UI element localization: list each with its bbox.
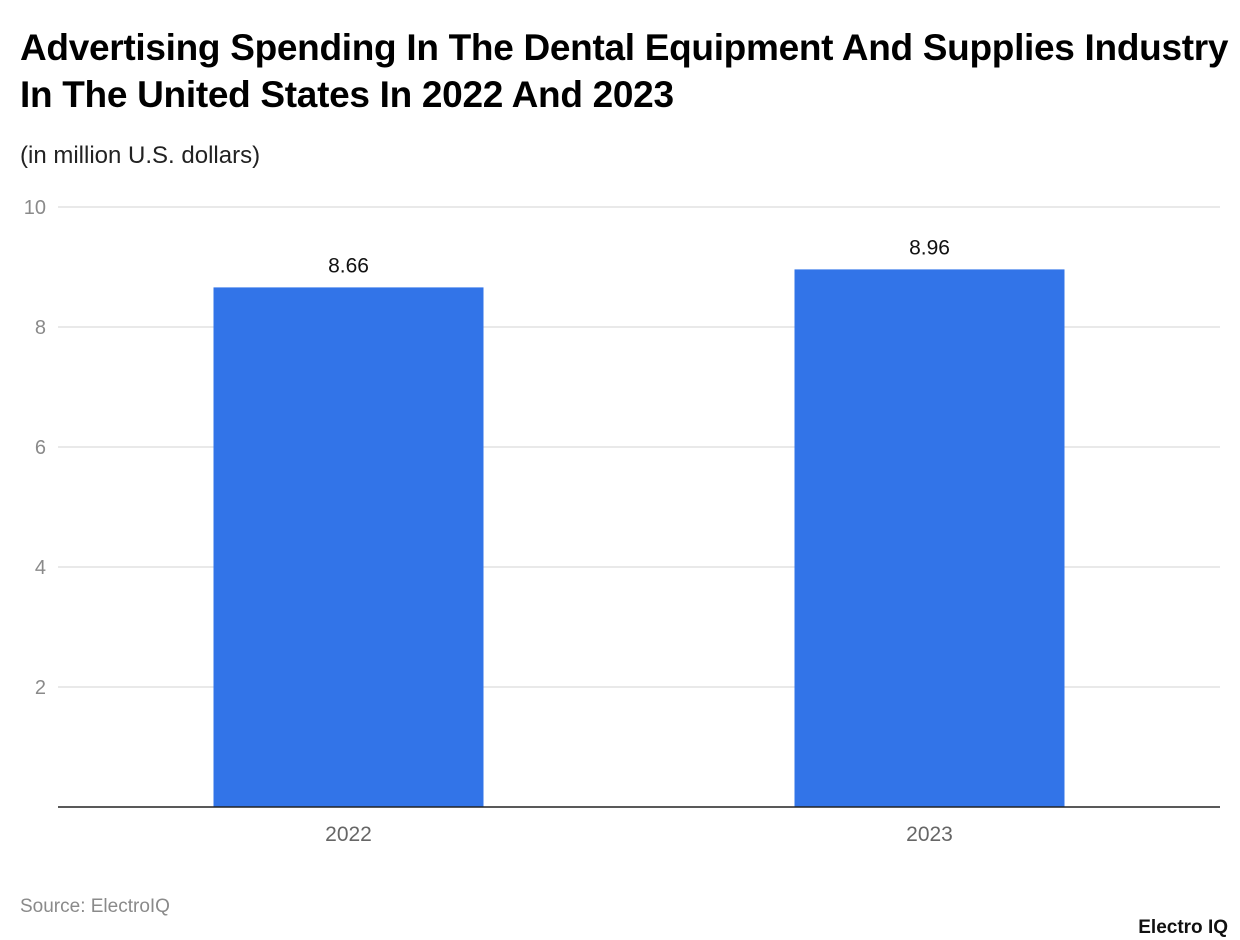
chart-title: Advertising Spending In The Dental Equip… (20, 27, 1229, 115)
data-label: 8.66 (328, 254, 369, 277)
y-tick-label: 6 (35, 437, 46, 459)
chart-subtitle: (in million U.S. dollars) (20, 142, 261, 169)
bar-2023 (794, 269, 1065, 807)
brand-logo: Electro IQ (1138, 917, 1228, 938)
y-tick-label: 2 (35, 677, 46, 699)
bar-2022 (213, 287, 484, 807)
source-note: Source: ElectroIQ (20, 896, 170, 917)
y-tick-label: 10 (24, 197, 46, 219)
x-tick-label: 2022 (325, 823, 372, 846)
data-label: 8.96 (909, 236, 950, 259)
x-tick-label: 2023 (906, 823, 953, 846)
y-tick-label: 4 (35, 557, 46, 579)
y-tick-label: 8 (35, 317, 46, 339)
